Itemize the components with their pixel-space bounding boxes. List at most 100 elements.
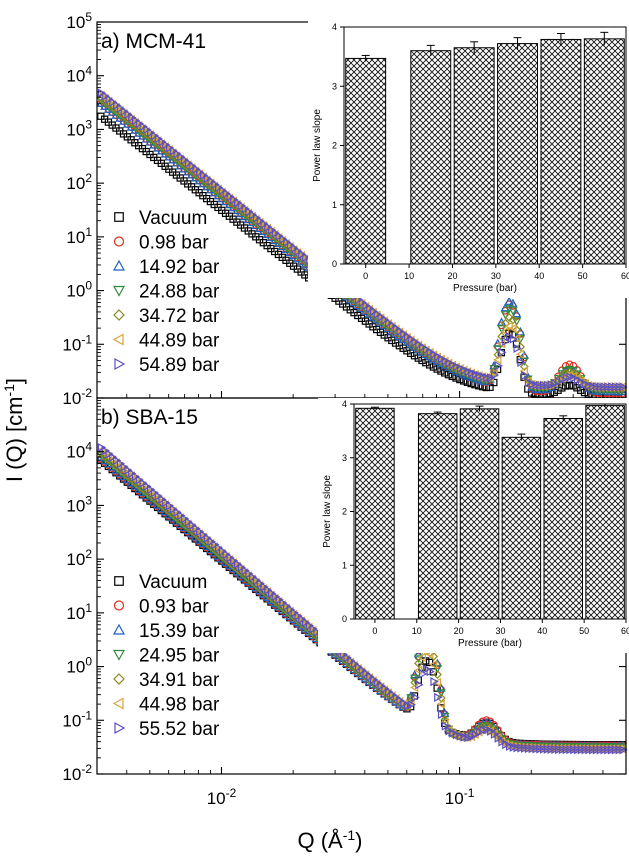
legend-item: 34.72 bar xyxy=(113,306,220,327)
data-point xyxy=(202,175,211,185)
inset-bar xyxy=(459,408,500,620)
data-point xyxy=(107,99,117,109)
data-point xyxy=(568,371,578,381)
data-point xyxy=(432,664,443,674)
data-point xyxy=(145,130,154,140)
data-point xyxy=(508,315,518,325)
inset-x-tick-label: 30 xyxy=(495,626,505,636)
panel-b-label: b) SBA-15 xyxy=(101,406,198,429)
data-point xyxy=(569,382,577,390)
data-point xyxy=(243,208,253,218)
data-point xyxy=(512,333,521,344)
data-point xyxy=(452,374,460,382)
data-point xyxy=(434,692,443,703)
data-point xyxy=(523,376,532,386)
data-point xyxy=(444,371,453,379)
data-point xyxy=(247,574,256,584)
legend-label: 55.52 bar xyxy=(139,719,220,740)
data-point xyxy=(126,471,135,481)
data-point xyxy=(490,370,500,380)
data-point xyxy=(255,580,264,591)
data-point xyxy=(126,114,135,125)
data-point xyxy=(213,184,222,194)
data-point xyxy=(209,181,219,191)
data-point xyxy=(119,464,128,475)
legend-item: 44.98 bar xyxy=(112,695,220,716)
data-point xyxy=(122,111,132,122)
data-point xyxy=(501,318,510,328)
data-point xyxy=(187,163,196,173)
inset-y-tick-label: 4 xyxy=(342,399,347,409)
legend-item: 54.89 bar xyxy=(114,355,220,376)
data-point xyxy=(349,660,358,671)
inset-x-tick-label: 20 xyxy=(447,271,457,281)
data-point xyxy=(247,211,256,221)
data-point xyxy=(164,145,173,155)
data-point xyxy=(243,571,253,581)
inset-y-axis-title: Power law slope xyxy=(322,475,333,548)
data-point xyxy=(360,670,370,680)
data-point xyxy=(561,368,571,378)
inset-x-tick-label: 60 xyxy=(621,626,629,636)
legend-label: 24.95 bar xyxy=(139,646,220,667)
data-point xyxy=(141,490,151,500)
data-point xyxy=(171,151,181,161)
data-point xyxy=(285,241,294,252)
data-point xyxy=(183,160,192,170)
data-point xyxy=(100,93,109,103)
inset-x-axis-title: Pressure (bar) xyxy=(458,638,522,649)
data-point xyxy=(168,506,177,516)
data-point xyxy=(512,325,522,335)
legend-label: Vacuum xyxy=(139,208,207,229)
legend-label: 44.89 bar xyxy=(139,331,220,352)
data-point xyxy=(149,133,158,143)
data-point xyxy=(221,190,230,200)
data-point xyxy=(240,205,249,215)
panel-a-inset-bar-chart: 0 10 20 30 40 50 60 0 1 2 3 4 Pressure (bar) Power la… xyxy=(308,21,629,298)
legend-item: 14.92 bar xyxy=(112,257,220,278)
panel-a-legend: Vacuum 0.98 bar 14.92 bar 24.88 bar 34.72 ba… xyxy=(112,208,220,376)
data-point xyxy=(296,616,306,626)
inset-bar xyxy=(417,413,458,620)
data-point xyxy=(100,448,109,458)
inset-y-tick-label: 0 xyxy=(342,614,347,624)
data-point xyxy=(414,354,422,362)
y-tick-label: 100 xyxy=(66,655,92,677)
legend-marker xyxy=(112,649,126,661)
data-point xyxy=(509,334,519,344)
legend-item: 0.93 bar xyxy=(113,597,209,618)
data-point xyxy=(194,529,203,539)
data-point xyxy=(164,503,173,513)
inset-x-tick-label: 30 xyxy=(491,271,501,281)
legend-marker xyxy=(114,721,126,735)
y-axis-title: I (Q) [cm-1] xyxy=(1,378,27,482)
data-point xyxy=(425,658,434,667)
data-point xyxy=(175,513,185,523)
data-point xyxy=(342,654,351,664)
data-point xyxy=(251,577,260,587)
data-point xyxy=(436,699,445,709)
data-point xyxy=(508,307,518,316)
data-point xyxy=(103,96,113,106)
data-point xyxy=(160,142,169,152)
y-tick-label: 102 xyxy=(66,547,92,569)
data-point xyxy=(413,665,423,675)
data-point xyxy=(413,649,424,658)
data-point xyxy=(414,658,424,668)
inset-x-tick-label: 40 xyxy=(534,271,544,281)
data-point xyxy=(130,474,139,484)
inset-x-tick-label: 0 xyxy=(363,271,368,281)
data-point xyxy=(500,311,511,320)
panel-b-data-points xyxy=(96,442,628,755)
data-point xyxy=(232,199,241,209)
data-point xyxy=(266,590,275,600)
legend-item: 24.95 bar xyxy=(112,646,220,667)
y-tick-label: 10-1 xyxy=(62,332,92,354)
legend-marker xyxy=(114,576,124,586)
data-point xyxy=(515,349,525,359)
legend-label: 34.72 bar xyxy=(139,306,220,327)
inset-x-tick-label: 10 xyxy=(404,271,414,281)
data-point xyxy=(277,235,287,246)
data-point xyxy=(149,497,159,506)
